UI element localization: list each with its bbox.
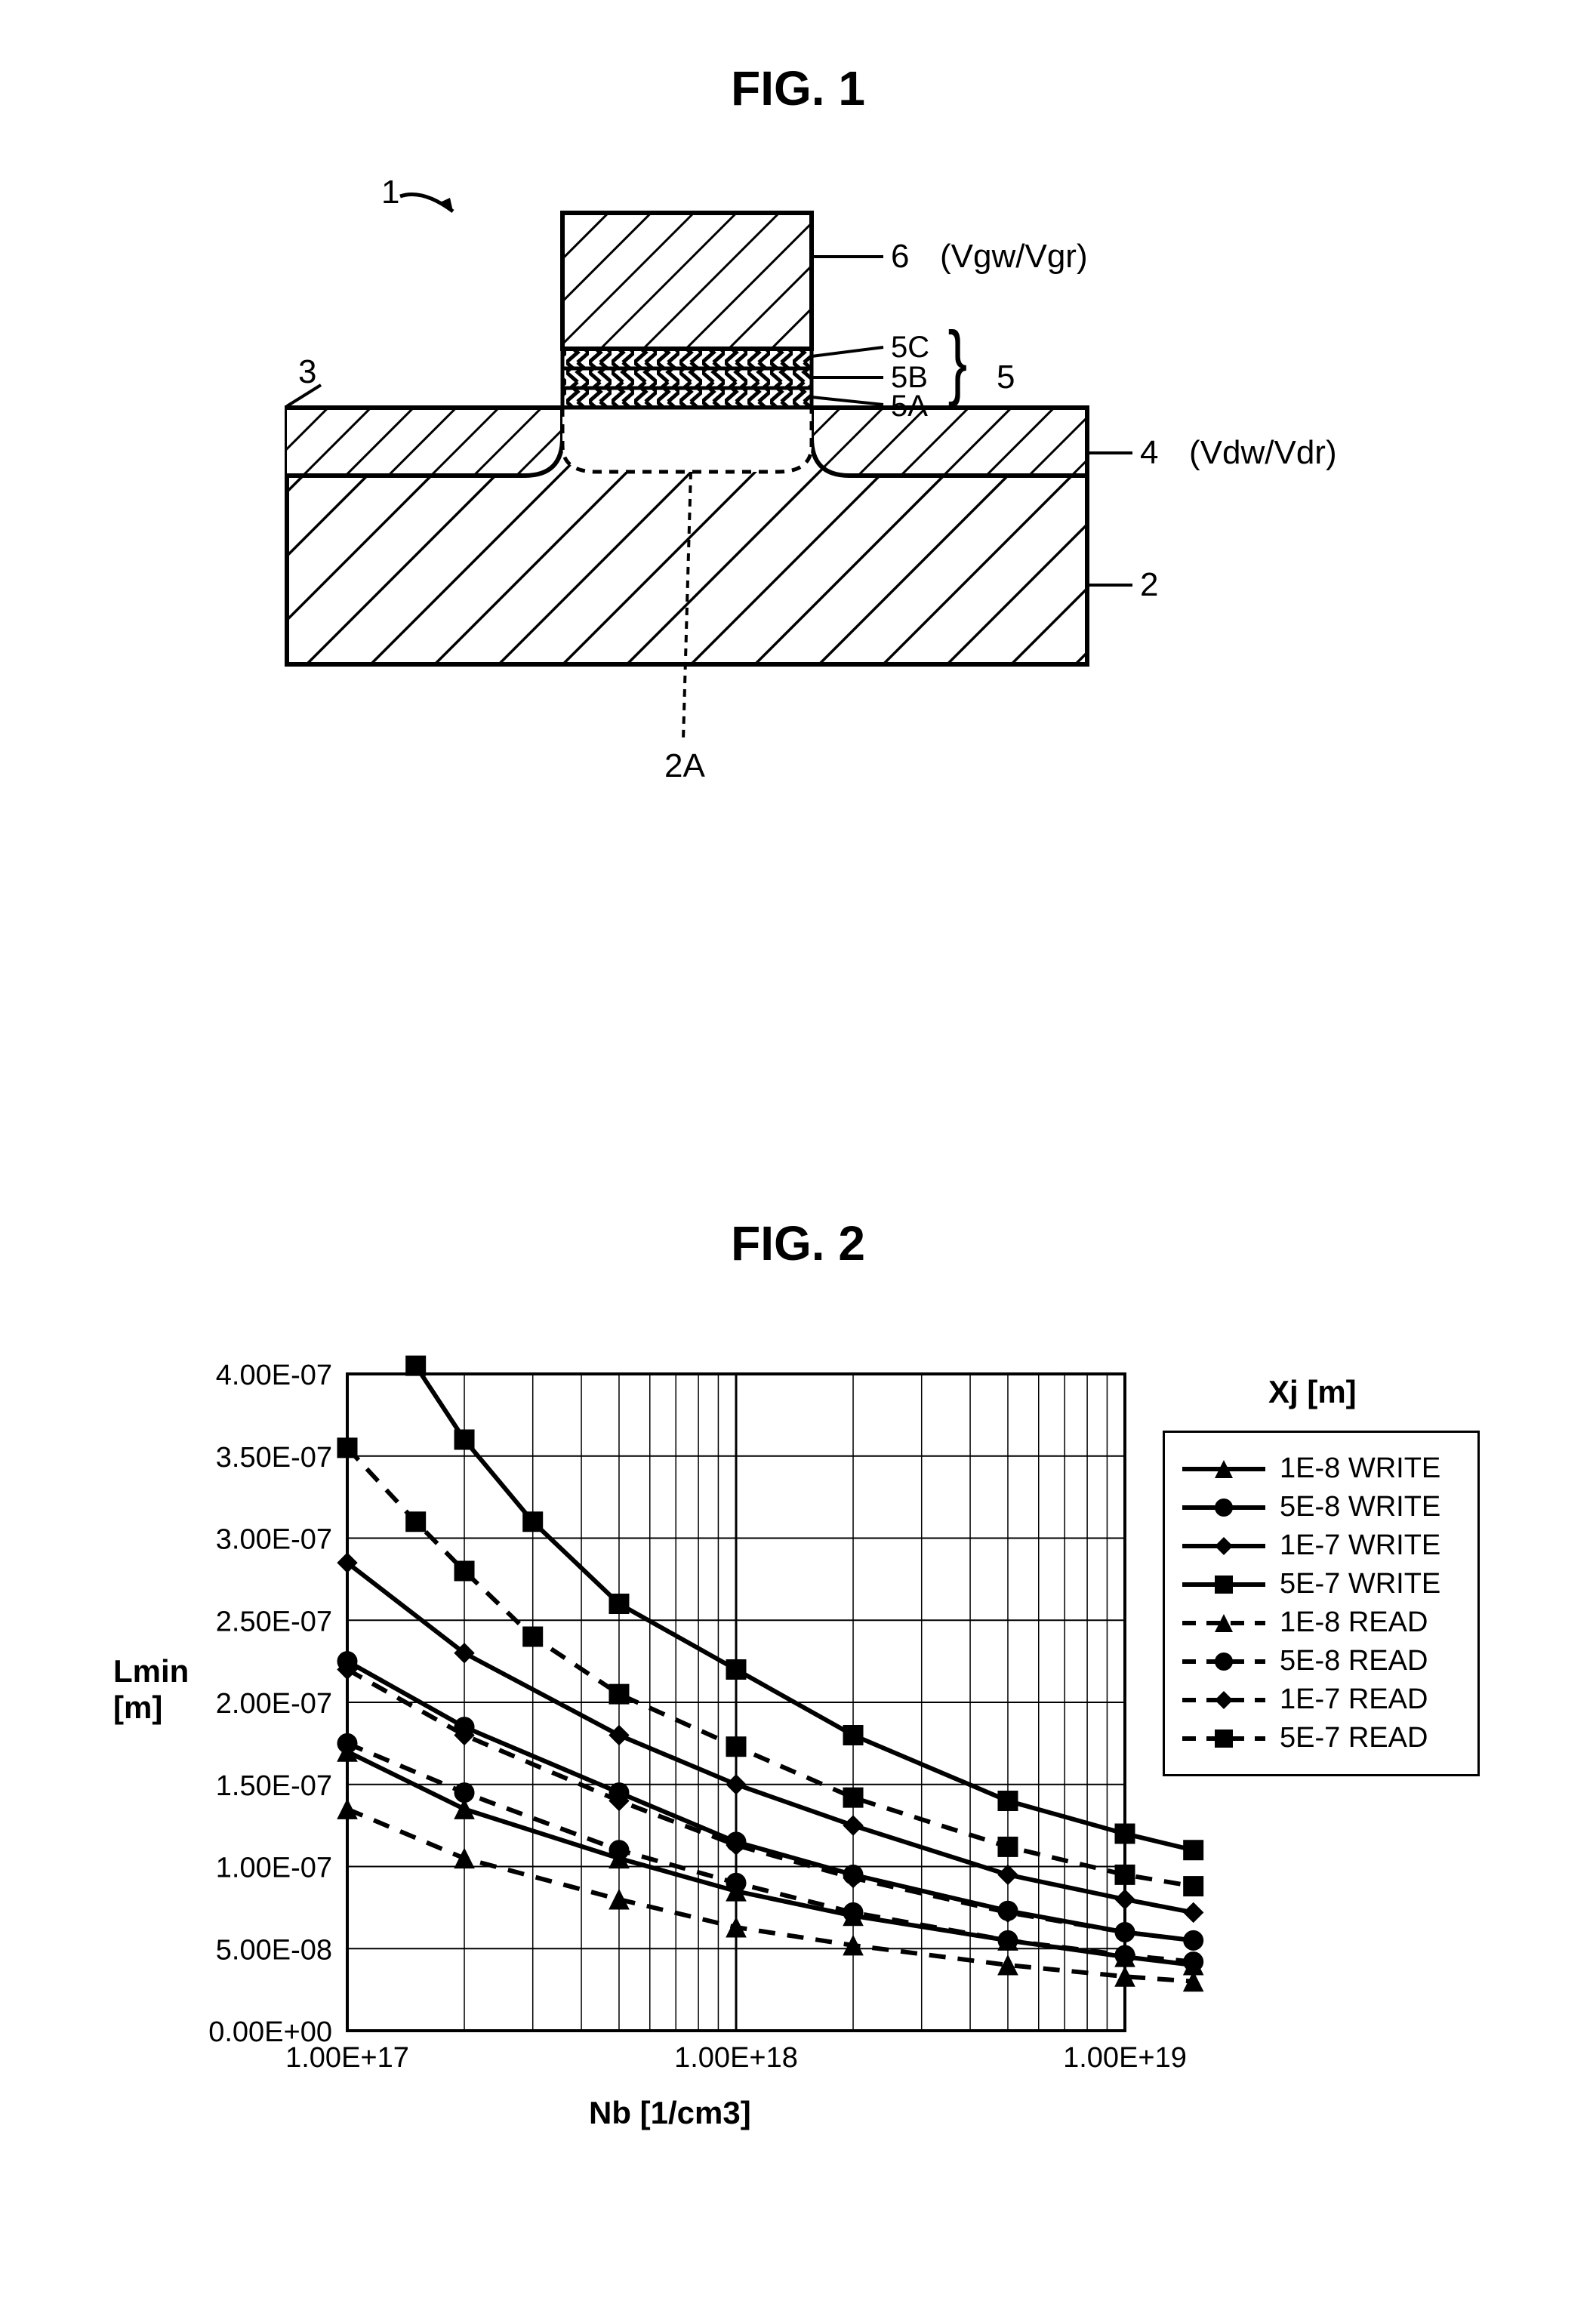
- svg-text:5.00E-08: 5.00E-08: [216, 1934, 332, 1966]
- legend-swatch: [1179, 1454, 1269, 1484]
- label-5c: 5C: [891, 331, 929, 365]
- legend-label: 1E-7 READ: [1280, 1683, 1428, 1716]
- fig1-svg: [226, 166, 1359, 846]
- label-vg: (Vgw/Vgr): [940, 238, 1088, 276]
- legend-item: 5E-8 READ: [1179, 1645, 1464, 1677]
- legend-label: 5E-7 READ: [1280, 1722, 1428, 1754]
- brace-5: }: [948, 313, 968, 409]
- legend-label: 5E-8 WRITE: [1280, 1491, 1440, 1523]
- legend-swatch: [1179, 1646, 1269, 1677]
- legend-swatch: [1179, 1492, 1269, 1523]
- svg-text:1.00E+18: 1.00E+18: [674, 2042, 798, 2074]
- svg-text:1.00E+19: 1.00E+19: [1063, 2042, 1187, 2074]
- legend-label: 1E-7 WRITE: [1280, 1529, 1440, 1562]
- x-axis-label: Nb [1/cm3]: [589, 2095, 751, 2131]
- y-axis-label: Lmin [m]: [113, 1653, 189, 1726]
- svg-text:2.00E-07: 2.00E-07: [216, 1688, 332, 1720]
- fig1-title: FIG. 1: [0, 60, 1596, 116]
- svg-text:1.00E-07: 1.00E-07: [216, 1853, 332, 1884]
- legend-swatch: [1179, 1723, 1269, 1754]
- legend-item: 1E-7 WRITE: [1179, 1529, 1464, 1562]
- svg-text:4.00E-07: 4.00E-07: [216, 1360, 332, 1391]
- legend-item: 5E-8 WRITE: [1179, 1491, 1464, 1523]
- label-6: 6: [891, 238, 909, 276]
- label-vd: (Vdw/Vdr): [1189, 434, 1337, 472]
- legend-label: 1E-8 WRITE: [1280, 1452, 1440, 1485]
- svg-text:1.50E-07: 1.50E-07: [216, 1770, 332, 1802]
- fig2-title: FIG. 2: [0, 1215, 1596, 1271]
- legend-item: 1E-8 WRITE: [1179, 1452, 1464, 1485]
- label-5: 5: [997, 359, 1015, 396]
- svg-text:1.00E+17: 1.00E+17: [285, 2042, 409, 2074]
- label-5a: 5A: [891, 390, 928, 424]
- label-4: 4: [1140, 434, 1158, 472]
- legend-swatch: [1179, 1608, 1269, 1638]
- legend-item: 5E-7 WRITE: [1179, 1568, 1464, 1600]
- legend-label: 5E-8 READ: [1280, 1645, 1428, 1677]
- label-2a: 2A: [664, 747, 705, 785]
- svg-text:2.50E-07: 2.50E-07: [216, 1606, 332, 1637]
- fig1-diagram: 1 6 (Vgw/Vgr) 5C 5B 5A } 5 4 (Vdw/Vdr) 2…: [226, 166, 1359, 846]
- legend-swatch: [1179, 1685, 1269, 1715]
- legend-label: 5E-7 WRITE: [1280, 1568, 1440, 1600]
- label-3: 3: [298, 353, 316, 391]
- fig2-chart: 0.00E+005.00E-081.00E-071.50E-072.00E-07…: [113, 1329, 1510, 2159]
- legend-box: 1E-8 WRITE 5E-8 WRITE 1E-7 WRITE 5E-7 WRITE…: [1163, 1431, 1480, 1776]
- legend-title: Xj [m]: [1268, 1374, 1357, 1410]
- legend-item: 5E-7 READ: [1179, 1722, 1464, 1754]
- label-2: 2: [1140, 566, 1158, 604]
- legend-swatch: [1179, 1569, 1269, 1600]
- legend-item: 1E-7 READ: [1179, 1683, 1464, 1716]
- legend-swatch: [1179, 1531, 1269, 1561]
- label-1: 1: [381, 174, 399, 211]
- legend-label: 1E-8 READ: [1280, 1606, 1428, 1639]
- svg-text:3.50E-07: 3.50E-07: [216, 1442, 332, 1474]
- svg-text:3.00E-07: 3.00E-07: [216, 1524, 332, 1556]
- legend-item: 1E-8 READ: [1179, 1606, 1464, 1639]
